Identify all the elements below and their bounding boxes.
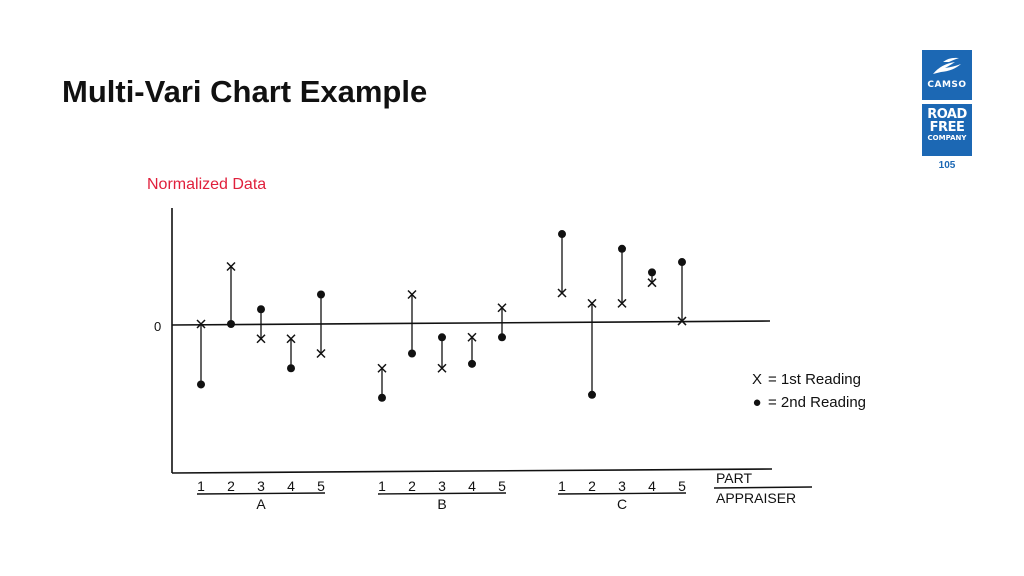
second-reading-point bbox=[468, 359, 476, 368]
logo-brand-text: CAMSO bbox=[927, 80, 967, 90]
part-tick-label: 3 bbox=[438, 478, 446, 494]
second-reading-point bbox=[317, 290, 325, 299]
logo-line-road: ROAD bbox=[927, 107, 967, 122]
second-reading-point bbox=[197, 380, 205, 389]
chart-legend: X = 1st Reading ● = 2nd Reading bbox=[752, 371, 866, 411]
first-reading-mark bbox=[617, 298, 627, 308]
logo-line-company: COMPANY bbox=[927, 134, 967, 142]
page-number: 105 bbox=[938, 160, 956, 171]
appraiser-underline bbox=[377, 492, 507, 495]
legend-label: = 2nd Reading bbox=[768, 394, 866, 411]
first-reading-mark bbox=[286, 334, 296, 344]
legend-symbol: ● bbox=[752, 394, 761, 411]
part-tick-label: 1 bbox=[378, 478, 386, 494]
legend-symbol: X bbox=[752, 371, 762, 388]
camso-logo-block: CAMSO bbox=[922, 50, 972, 100]
appraiser-underline bbox=[196, 492, 326, 495]
first-reading-mark bbox=[256, 334, 266, 344]
part-tick-label: 4 bbox=[287, 478, 295, 494]
second-reading-point bbox=[227, 320, 235, 328]
second-reading-point bbox=[558, 230, 566, 239]
first-reading-mark bbox=[316, 348, 326, 359]
second-reading-point bbox=[648, 268, 656, 277]
legend-entry: ● = 2nd Reading bbox=[752, 394, 866, 411]
company-logo: CAMSO ROAD FREE COMPANY bbox=[922, 50, 972, 156]
first-reading-mark bbox=[587, 298, 597, 308]
legend-label: = 1st Reading bbox=[768, 371, 861, 388]
zero-label: 0 bbox=[154, 319, 161, 334]
part-tick-label: 5 bbox=[317, 478, 325, 494]
second-reading-point bbox=[678, 258, 686, 267]
x-axis-label-parts: PART bbox=[716, 470, 752, 486]
part-tick-label: 5 bbox=[678, 478, 686, 494]
first-reading-mark bbox=[677, 316, 687, 326]
second-reading-point bbox=[287, 364, 295, 373]
second-reading-point bbox=[588, 390, 596, 399]
part-tick-label: 2 bbox=[588, 478, 596, 494]
chart-subtitle: Normalized Data bbox=[147, 176, 267, 193]
appraiser-group-a: 1 2 3 4 5 A bbox=[196, 261, 326, 512]
appraiser-group-c: 1 2 3 4 5 C bbox=[557, 230, 687, 512]
first-reading-mark bbox=[407, 289, 417, 300]
chart-marks: 1 2 3 4 5 A 1 2 3 4 5 B 1 2 3 4 5 C bbox=[196, 230, 687, 512]
part-tick-label: 4 bbox=[468, 478, 476, 494]
part-tick-label: 2 bbox=[227, 478, 235, 494]
first-reading-mark bbox=[467, 332, 477, 342]
first-reading-mark bbox=[647, 278, 657, 288]
logo-line-free: FREE bbox=[929, 120, 965, 135]
first-reading-mark bbox=[226, 261, 236, 272]
second-reading-point bbox=[618, 244, 626, 253]
part-tick-label: 1 bbox=[558, 478, 566, 494]
second-reading-point bbox=[498, 333, 506, 342]
x-axis-label-divider bbox=[713, 486, 813, 489]
appraiser-label: B bbox=[437, 496, 446, 512]
part-tick-label: 2 bbox=[408, 478, 416, 494]
second-reading-point bbox=[438, 333, 446, 342]
first-reading-mark bbox=[557, 288, 567, 298]
second-reading-point bbox=[378, 393, 386, 402]
appraiser-label: A bbox=[256, 496, 266, 512]
appraiser-label: C bbox=[617, 496, 627, 512]
part-tick-label: 3 bbox=[618, 478, 626, 494]
part-tick-label: 3 bbox=[257, 478, 265, 494]
zero-line bbox=[171, 320, 771, 326]
first-reading-mark bbox=[196, 319, 206, 329]
first-reading-mark bbox=[377, 363, 387, 373]
part-tick-label: 5 bbox=[498, 478, 506, 494]
slide-title: Multi-Vari Chart Example bbox=[62, 74, 428, 109]
x-axis bbox=[171, 468, 773, 474]
second-reading-point bbox=[257, 305, 265, 314]
x-axis-label-appraisers: APPRAISER bbox=[716, 490, 796, 506]
first-reading-mark bbox=[497, 303, 507, 313]
appraiser-group-b: 1 2 3 4 5 B bbox=[377, 289, 507, 512]
legend-entry: X = 1st Reading bbox=[752, 371, 861, 388]
runner-mark-icon bbox=[933, 57, 961, 74]
appraiser-underline bbox=[557, 492, 687, 495]
road-free-logo-block: ROAD FREE COMPANY bbox=[922, 104, 972, 156]
part-tick-label: 4 bbox=[648, 478, 656, 494]
first-reading-mark bbox=[437, 363, 447, 373]
part-tick-label: 1 bbox=[197, 478, 205, 494]
second-reading-point bbox=[408, 349, 416, 358]
